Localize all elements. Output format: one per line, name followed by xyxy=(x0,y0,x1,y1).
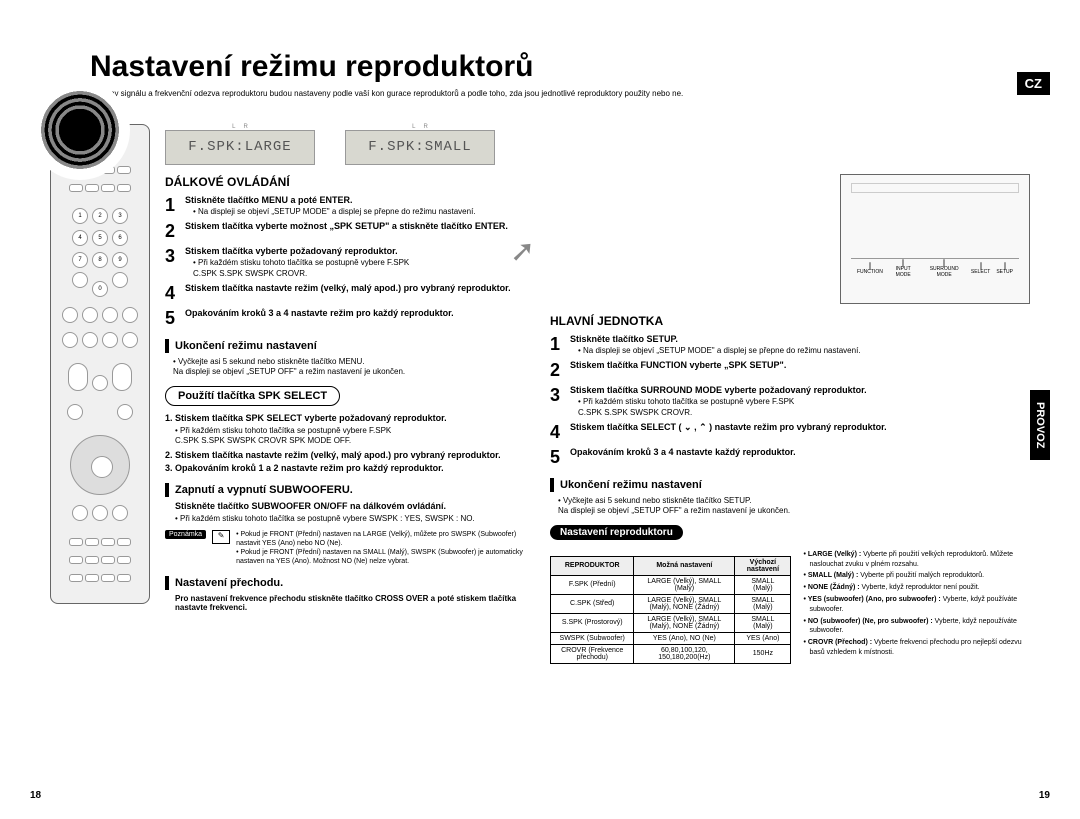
list-item: 2. Stiskem tlačítka nastavte režim (velk… xyxy=(165,450,530,460)
panel-label: SETUP xyxy=(996,263,1013,275)
note-text: • Pokud je FRONT (Přední) nastaven na LA… xyxy=(236,530,530,566)
page-number-left: 18 xyxy=(30,790,41,801)
main-unit-heading: HLAVNÍ JEDNOTKA xyxy=(550,314,1030,328)
step-title: Stiskem tlačítka nastavte režim (velký, … xyxy=(185,283,511,293)
step-title: Stiskem tlačítka SURROUND MODE vyberte p… xyxy=(570,385,867,395)
table-cell: 150Hz xyxy=(735,644,791,663)
subwoofer-text: Stiskněte tlačítko SUBWOOFER ON/OFF na d… xyxy=(175,501,530,511)
table-cell: C.SPK (Střed) xyxy=(551,594,634,613)
list-item: 3. Opakováním kroků 1 a 2 nastavte režim… xyxy=(165,463,530,473)
crossover-heading: Nastavení přechodu. xyxy=(175,577,283,589)
step-number: 1 xyxy=(165,195,179,217)
legend-item: • NONE (Žádný) : Vyberte, když reprodukt… xyxy=(803,583,1030,593)
list-detail: • Při každém stisku tohoto tlačítka se p… xyxy=(175,426,530,447)
step-number: 3 xyxy=(165,246,179,278)
step-title: Stiskněte tlačítko MENU a poté ENTER. xyxy=(185,195,353,205)
page-title: Nastavení režimu reproduktorů xyxy=(90,50,1080,84)
table-cell: 60,80,100,120, 150,180,200(Hz) xyxy=(634,644,735,663)
table-cell: YES (Ano) xyxy=(735,632,791,644)
note-label: Poznámka xyxy=(165,530,206,539)
table-header: Možná nastavení xyxy=(634,556,735,575)
step-detail: • Na displeji se objeví „SETUP MODE" a d… xyxy=(578,346,1030,356)
end-mode-text-2: • Vyčkejte asi 5 sekund nebo stiskněte t… xyxy=(558,496,1030,517)
step-title: Stiskem tlačítka FUNCTION vyberte „SPK S… xyxy=(570,360,786,370)
table-cell: SMALL (Malý) xyxy=(735,594,791,613)
step-number: 3 xyxy=(550,385,564,417)
step-number: 5 xyxy=(550,447,564,468)
table-cell: SWSPK (Subwoofer) xyxy=(551,632,634,644)
table-cell: LARGE (Velký), SMALL (Malý), NONE (Žádný… xyxy=(634,613,735,632)
table-cell: SMALL (Malý) xyxy=(735,575,791,594)
table-cell: S.SPK (Prostorový) xyxy=(551,613,634,632)
table-header: Výchozí nastavení xyxy=(735,556,791,575)
step-number: 4 xyxy=(165,283,179,304)
speaker-settings-pill: Nastavení reproduktoru xyxy=(550,525,683,540)
step-title: Opakováním kroků 3 a 4 nastavte každý re… xyxy=(570,447,796,457)
step-number: 5 xyxy=(165,308,179,329)
table-header: REPRODUKTOR xyxy=(551,556,634,575)
panel-label: SURROUND MODE xyxy=(923,260,964,278)
main-unit-graphic: FUNCTION INPUT MODE SURROUND MODE SELECT SET… xyxy=(840,174,1030,304)
table-cell: F.SPK (Přední) xyxy=(551,575,634,594)
speaker-settings-table: REPRODUKTORMožná nastaveníVýchozí nastav… xyxy=(550,556,791,664)
subwoofer-heading: Zapnutí a vypnutí SUBWOOFERU. xyxy=(175,483,353,495)
end-mode-heading-2: Ukončení režimu nastavení xyxy=(560,479,702,491)
note-icon: ✎ xyxy=(212,530,230,544)
arrow-icon: ➚ xyxy=(510,234,535,269)
panel-label: SELECT xyxy=(971,263,990,275)
subwoofer-detail: • Při každém stisku tohoto tlačítka se p… xyxy=(175,514,530,524)
legend-item: • YES (subwoofer) (Ano, pro subwoofer) :… xyxy=(803,595,1030,615)
step-detail: • Při každém stisku tohoto tlačítka se p… xyxy=(193,258,530,279)
section-tab: PROVOZ xyxy=(1030,390,1050,460)
legend-item: • SMALL (Malý) : Vyberte při použití mal… xyxy=(803,571,1030,581)
step-title: Opakováním kroků 3 a 4 nastavte režim pr… xyxy=(185,308,454,318)
end-mode-heading: Ukončení režimu nastavení xyxy=(175,340,317,352)
legend-item: • LARGE (Velký) : Vyberte při použití ve… xyxy=(803,550,1030,570)
panel-label: FUNCTION xyxy=(857,263,883,275)
lcd-display-1: F.SPK:LARGE xyxy=(165,130,315,165)
list-item: 1. Stiskem tlačítka SPK SELECT vyberte p… xyxy=(165,413,530,423)
lcd-display-2: F.SPK:SMALL xyxy=(345,130,495,165)
step-title: Stiskem tlačítka SELECT ( ⌄ , ⌃ ) nastav… xyxy=(570,422,887,432)
table-cell: LARGE (Velký), SMALL (Malý), NONE (Žádný… xyxy=(634,594,735,613)
step-title: Stiskem tlačítka vyberte požadovaný repr… xyxy=(185,246,398,256)
language-badge: CZ xyxy=(1017,72,1050,95)
table-cell: CROVR (Frekvence přechodu) xyxy=(551,644,634,663)
step-number: 4 xyxy=(550,422,564,443)
table-cell: LARGE (Velký), SMALL (Malý) xyxy=(634,575,735,594)
step-number: 2 xyxy=(550,360,564,381)
speaker-graphic xyxy=(30,80,150,200)
step-detail: • Na displeji se objeví „SETUP MODE" a d… xyxy=(193,207,530,217)
legend-list: • LARGE (Velký) : Vyberte při použití ve… xyxy=(803,550,1030,664)
remote-heading: DÁLKOVÉ OVLÁDÁNÍ xyxy=(165,175,530,189)
step-title: Stiskem tlačítka vyberte možnost „SPK SE… xyxy=(185,221,508,231)
step-title: Stiskněte tlačítko SETUP. xyxy=(570,334,678,344)
intro-text: Výstupy signálu a frekvenční odezva repr… xyxy=(90,89,1080,99)
table-cell: YES (Ano), NO (Ne) xyxy=(634,632,735,644)
end-mode-text: • Vyčkejte asi 5 sekund nebo stiskněte t… xyxy=(173,357,530,378)
table-cell: SMALL (Malý) xyxy=(735,613,791,632)
step-number: 2 xyxy=(165,221,179,242)
panel-label: INPUT MODE xyxy=(889,260,918,278)
crossover-text: Pro nastavení frekvence přechodu stiskně… xyxy=(175,594,530,612)
step-detail: • Při každém stisku tohoto tlačítka se p… xyxy=(578,397,1030,418)
spk-select-pill: Použítí tlačítka SPK SELECT xyxy=(165,386,340,406)
legend-item: • NO (subwoofer) (Ne, pro subwoofer) : V… xyxy=(803,617,1030,637)
legend-item: • CROVR (Přechod) : Vyberte frekvenci př… xyxy=(803,638,1030,658)
step-number: 1 xyxy=(550,334,564,356)
page-number-right: 19 xyxy=(1039,790,1050,801)
